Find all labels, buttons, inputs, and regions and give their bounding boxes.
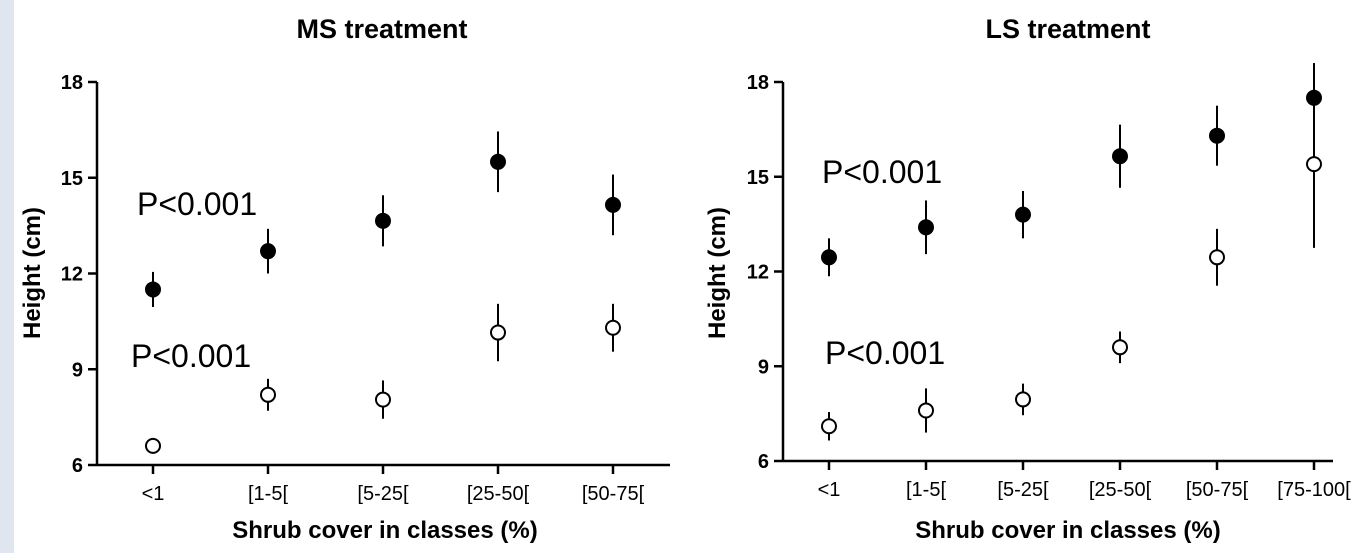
chart-title: MS treatment [296,14,467,44]
open-data-point [1306,156,1322,173]
filled-data-point [375,212,391,229]
filled-data-point [1209,127,1225,144]
x-tick-label: [1-5[ [906,479,946,501]
x-tick-label: [25-50[ [1089,479,1152,501]
x-tick-label: [50-75[ [1186,479,1249,501]
x-tick-label: [75-100[ [1277,479,1351,501]
y-tick-label: 15 [61,168,83,190]
side-strip [0,0,14,553]
p-value-annotation-open: P<0.001 [825,335,945,371]
filled-data-point [1112,148,1128,165]
open-data-point [260,386,276,403]
y-tick-label: 6 [758,451,769,473]
ms-treatment-panel: MS treatment Height (cm) Shrub cover in … [19,14,670,544]
chart-title: LS treatment [985,14,1150,44]
y-tick-label: 6 [72,455,83,477]
filled-data-point [490,153,506,170]
x-tick-label: [25-50[ [467,483,530,505]
x-tick-label: [5-25[ [357,483,409,505]
filled-data-point [821,249,837,266]
open-data-point [605,319,621,336]
x-axis-label: Shrub cover in classes (%) [915,517,1220,544]
filled-data-point [145,281,161,298]
y-tick-label: 9 [758,356,769,378]
p-value-annotation-open: P<0.001 [131,338,251,374]
open-data-point [145,437,161,454]
x-tick-label: <1 [818,479,841,501]
open-data-point [1112,339,1128,356]
y-tick-label: 12 [61,264,83,286]
x-tick-label: <1 [142,483,165,505]
y-tick-label: 15 [747,167,769,189]
open-data-point [1209,249,1225,266]
x-tick-label: [50-75[ [582,483,645,505]
open-data-point [918,402,934,419]
x-tick-label: [5-25[ [997,479,1049,501]
filled-data-point [605,196,621,213]
open-data-point [821,418,837,435]
x-tick-label: [1-5[ [248,483,288,505]
open-data-point [490,324,506,341]
ls-treatment-panel: LS treatment Height (cm) Shrub cover in … [704,14,1351,544]
y-tick-label: 12 [747,262,769,284]
y-axis-label: Height (cm) [704,207,731,339]
y-tick-label: 18 [747,72,769,94]
y-tick-label: 18 [61,72,83,94]
filled-data-point [1015,206,1031,223]
x-axis-label: Shrub cover in classes (%) [232,517,537,544]
open-data-point [375,391,391,408]
y-tick-label: 9 [72,359,83,381]
y-axis-label: Height (cm) [19,207,46,339]
filled-data-point [260,243,276,260]
p-value-annotation-filled: P<0.001 [137,186,257,222]
filled-data-point [918,219,934,236]
p-value-annotation-filled: P<0.001 [822,154,942,190]
open-data-point [1015,391,1031,408]
